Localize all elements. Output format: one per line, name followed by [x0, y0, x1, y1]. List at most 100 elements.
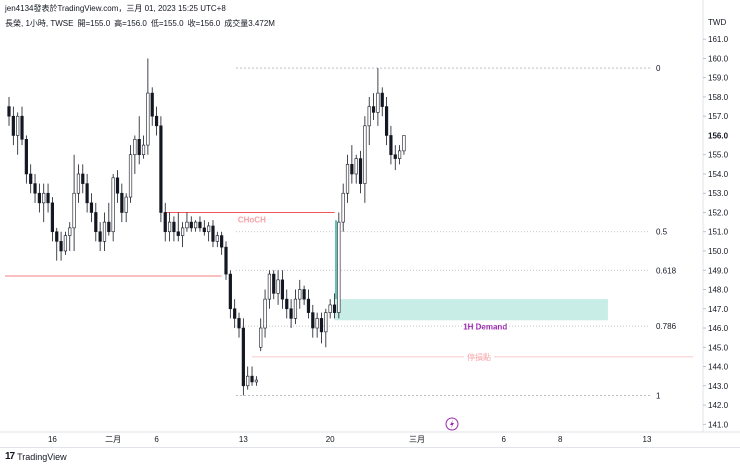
candle-body[interactable]	[380, 92, 384, 107]
candle-body[interactable]	[207, 225, 211, 233]
candle-body[interactable]	[384, 106, 389, 136]
candle-body[interactable]	[163, 212, 167, 233]
candle-body[interactable]	[354, 158, 358, 175]
candle-body[interactable]	[324, 312, 328, 333]
candle-body[interactable]	[137, 139, 141, 156]
candle-body[interactable]	[185, 221, 189, 229]
price-tick-label: 158.0	[708, 93, 729, 102]
candle-body[interactable]	[98, 231, 102, 242]
candle-body[interactable]	[285, 298, 289, 310]
candle-body[interactable]	[150, 92, 154, 117]
candle-body[interactable]	[337, 221, 341, 313]
candle-body[interactable]	[272, 273, 276, 294]
candle-body[interactable]	[172, 221, 176, 233]
candle-body[interactable]	[24, 139, 28, 175]
candle-body[interactable]	[198, 221, 202, 229]
candle-body[interactable]	[371, 106, 376, 113]
candle-body[interactable]	[263, 298, 267, 329]
candle-body[interactable]	[167, 221, 172, 233]
candle-body[interactable]	[16, 115, 20, 136]
candle-body[interactable]	[345, 164, 350, 194]
candle-body[interactable]	[211, 225, 215, 242]
candle-body[interactable]	[133, 139, 137, 156]
candle-body[interactable]	[42, 192, 46, 204]
candle-body[interactable]	[159, 125, 163, 213]
candle-body[interactable]	[276, 279, 280, 294]
candle-body[interactable]	[315, 318, 319, 329]
fib-level-label: 0.786	[656, 322, 677, 331]
candle-body[interactable]	[259, 327, 263, 348]
candle-body[interactable]	[224, 246, 228, 275]
candle-body[interactable]	[46, 192, 50, 204]
candle-body[interactable]	[76, 173, 81, 194]
demand-zone[interactable]	[334, 299, 608, 321]
candle-body[interactable]	[50, 202, 54, 233]
candle-body[interactable]	[267, 273, 272, 300]
candle-body[interactable]	[37, 192, 41, 204]
candle-body[interactable]	[233, 308, 237, 319]
candle-body[interactable]	[94, 212, 98, 233]
candle-body[interactable]	[350, 164, 354, 175]
candle-body[interactable]	[81, 173, 85, 184]
candle-body[interactable]	[120, 192, 124, 213]
candle-body[interactable]	[89, 202, 94, 213]
footer-brand[interactable]: 17 TradingView	[5, 451, 67, 462]
candle-body[interactable]	[367, 106, 371, 127]
candle-body[interactable]	[328, 304, 332, 313]
candle-body[interactable]	[115, 177, 120, 194]
candle-body[interactable]	[228, 273, 232, 310]
candle-body[interactable]	[55, 231, 59, 242]
candle-body[interactable]	[319, 318, 324, 333]
candle-body[interactable]	[389, 135, 393, 156]
candle-body[interactable]	[363, 125, 367, 184]
candle-body[interactable]	[289, 308, 293, 319]
candle-body[interactable]	[306, 298, 311, 313]
candle-body[interactable]	[241, 327, 245, 387]
candle-body[interactable]	[128, 154, 133, 198]
candle-body[interactable]	[220, 235, 224, 248]
candle-body[interactable]	[293, 298, 298, 319]
candle-body[interactable]	[194, 221, 198, 229]
candle-body[interactable]	[181, 227, 185, 236]
candle-body[interactable]	[302, 289, 306, 300]
candle-body[interactable]	[63, 235, 68, 252]
candle-body[interactable]	[29, 173, 33, 184]
price-tick-label: 148.0	[708, 286, 729, 295]
candle-body[interactable]	[402, 135, 406, 152]
fib-level-label: 0.618	[656, 266, 677, 275]
candle-body[interactable]	[154, 115, 159, 127]
candle-body[interactable]	[237, 318, 241, 329]
candle-body[interactable]	[20, 115, 24, 140]
candle-body[interactable]	[376, 92, 380, 113]
candle-body[interactable]	[111, 177, 115, 233]
candle-body[interactable]	[215, 235, 219, 242]
candle-body[interactable]	[311, 312, 315, 329]
candle-body[interactable]	[59, 241, 63, 252]
candle-body[interactable]	[250, 375, 254, 383]
candle-body[interactable]	[141, 144, 146, 156]
candle-body[interactable]	[85, 183, 89, 204]
candle-body[interactable]	[176, 231, 180, 236]
candle-body[interactable]	[7, 106, 11, 117]
candle-body[interactable]	[341, 192, 345, 223]
candle-body[interactable]	[298, 289, 302, 300]
candle-body[interactable]	[358, 158, 363, 184]
candle-body[interactable]	[146, 92, 150, 146]
candle-body[interactable]	[107, 221, 111, 233]
candle-body[interactable]	[254, 379, 258, 383]
candle-body[interactable]	[246, 375, 250, 387]
candle-body[interactable]	[393, 154, 397, 159]
candle-body[interactable]	[124, 196, 128, 213]
candle-body[interactable]	[33, 183, 37, 194]
candle-body[interactable]	[102, 221, 107, 242]
symbol-label[interactable]: 長榮, 1小時, TWSE	[5, 19, 74, 28]
candle-body[interactable]	[189, 221, 193, 229]
candle-body[interactable]	[72, 192, 76, 229]
candle-body[interactable]	[332, 304, 337, 313]
candle-body[interactable]	[397, 150, 402, 159]
candle-body[interactable]	[11, 115, 15, 136]
candle-body[interactable]	[280, 279, 285, 300]
candle-body[interactable]	[68, 227, 72, 236]
candle-body[interactable]	[202, 227, 206, 233]
